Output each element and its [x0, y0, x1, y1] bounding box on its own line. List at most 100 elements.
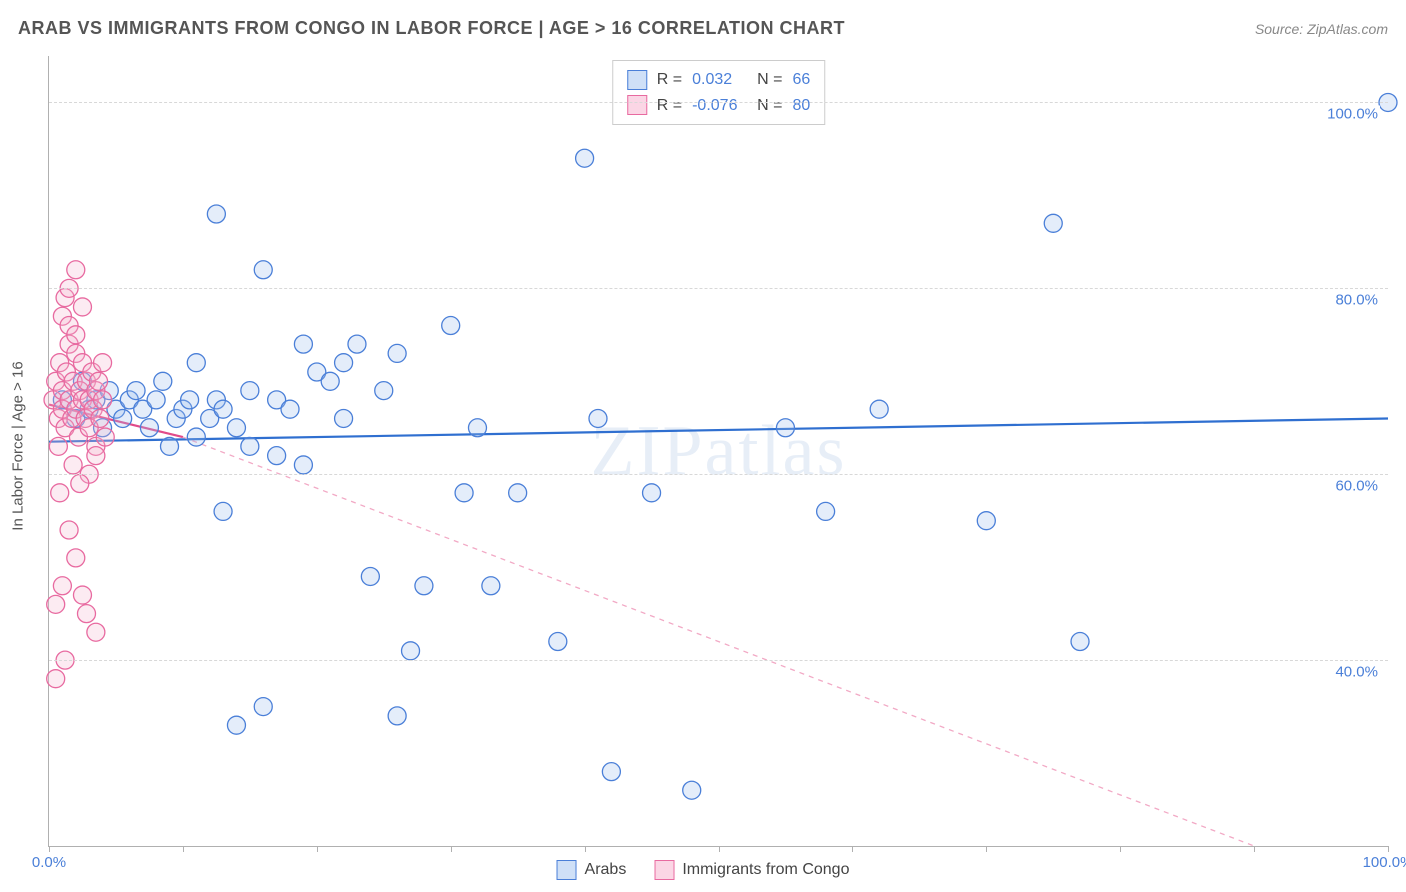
gridline-h	[49, 102, 1388, 103]
data-point	[361, 567, 379, 585]
data-point	[91, 409, 109, 427]
legend-swatch	[557, 860, 577, 880]
data-point	[47, 670, 65, 688]
data-point	[1044, 214, 1062, 232]
data-point	[49, 437, 67, 455]
data-point	[214, 400, 232, 418]
data-point	[227, 716, 245, 734]
data-point	[294, 456, 312, 474]
data-point	[321, 372, 339, 390]
data-point	[227, 419, 245, 437]
data-point	[1071, 633, 1089, 651]
n-label: N =	[757, 67, 782, 93]
n-label: N =	[757, 93, 782, 119]
data-point	[870, 400, 888, 418]
data-point	[73, 298, 91, 316]
r-value: -0.076	[692, 93, 747, 119]
data-point	[90, 372, 108, 390]
data-point	[207, 205, 225, 223]
data-point	[127, 382, 145, 400]
data-point	[94, 354, 112, 372]
data-point	[589, 409, 607, 427]
r-label: R =	[657, 93, 682, 119]
source-label: Source: ZipAtlas.com	[1255, 21, 1388, 37]
data-point	[415, 577, 433, 595]
data-point	[51, 484, 69, 502]
data-point	[549, 633, 567, 651]
data-point	[187, 354, 205, 372]
y-tick-label: 80.0%	[1333, 292, 1380, 309]
gridline-h	[49, 474, 1388, 475]
data-point	[294, 335, 312, 353]
data-point	[455, 484, 473, 502]
data-point	[71, 475, 89, 493]
x-tick	[49, 846, 50, 852]
data-point	[683, 781, 701, 799]
data-point	[47, 595, 65, 613]
data-point	[241, 437, 259, 455]
stats-row: R = -0.076 N = 80	[627, 93, 810, 119]
data-point	[335, 409, 353, 427]
data-point	[87, 623, 105, 641]
data-point	[214, 502, 232, 520]
data-point	[67, 261, 85, 279]
stats-row: R = 0.032 N = 66	[627, 67, 810, 93]
data-point	[335, 354, 353, 372]
data-point	[241, 382, 259, 400]
x-tick	[585, 846, 586, 852]
data-point	[187, 428, 205, 446]
data-point	[268, 447, 286, 465]
y-tick-label: 40.0%	[1333, 664, 1380, 681]
data-point	[388, 707, 406, 725]
data-point	[817, 502, 835, 520]
x-tick	[719, 846, 720, 852]
data-point	[482, 577, 500, 595]
data-point	[181, 391, 199, 409]
legend-label: Immigrants from Congo	[682, 861, 849, 879]
data-point	[140, 419, 158, 437]
bottom-legend: Arabs Immigrants from Congo	[557, 860, 850, 880]
data-point	[161, 437, 179, 455]
title-bar: ARAB VS IMMIGRANTS FROM CONGO IN LABOR F…	[18, 18, 1388, 39]
data-point	[67, 326, 85, 344]
x-tick	[183, 846, 184, 852]
data-point	[73, 586, 91, 604]
n-value: 66	[792, 67, 810, 93]
x-tick	[986, 846, 987, 852]
data-point	[509, 484, 527, 502]
x-tick	[1254, 846, 1255, 852]
data-point	[643, 484, 661, 502]
x-tick	[1120, 846, 1121, 852]
stats-box: R = 0.032 N = 66 R = -0.076 N = 80	[612, 60, 825, 125]
data-point	[388, 344, 406, 362]
chart-svg	[49, 56, 1388, 846]
x-tick	[852, 846, 853, 852]
x-tick-label-start: 0.0%	[32, 854, 66, 871]
data-point	[254, 261, 272, 279]
data-point	[94, 391, 112, 409]
n-value: 80	[792, 93, 810, 119]
gridline-h	[49, 660, 1388, 661]
legend-item: Arabs	[557, 860, 627, 880]
y-tick-label: 100.0%	[1325, 106, 1380, 123]
data-point	[375, 382, 393, 400]
data-point	[281, 400, 299, 418]
data-point	[977, 512, 995, 530]
r-label: R =	[657, 67, 682, 93]
data-point	[77, 605, 95, 623]
legend-item: Immigrants from Congo	[654, 860, 849, 880]
data-point	[402, 642, 420, 660]
x-tick	[1388, 846, 1389, 852]
data-point	[576, 149, 594, 167]
data-point	[468, 419, 486, 437]
data-point	[776, 419, 794, 437]
plot-area: ZIPatlas R =0.032N =66R =-0.076N =80 40.…	[48, 56, 1388, 847]
x-tick	[451, 846, 452, 852]
data-point	[602, 763, 620, 781]
data-point	[147, 391, 165, 409]
data-point	[60, 521, 78, 539]
data-point	[53, 577, 71, 595]
data-point	[254, 698, 272, 716]
r-value: 0.032	[692, 67, 747, 93]
x-tick	[317, 846, 318, 852]
